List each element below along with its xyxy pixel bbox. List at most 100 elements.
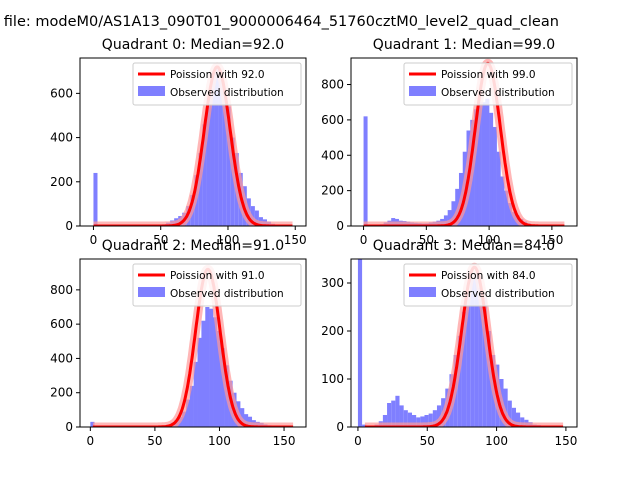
hist-bar (198, 153, 203, 226)
legend-fit-label: Poission with 84.0 (441, 270, 536, 282)
legend: Poission with 92.0 Observed distribution (132, 62, 302, 106)
hist-bar (182, 411, 187, 427)
hist-bar (363, 116, 368, 226)
hist-bar (206, 97, 211, 226)
x-tick-label: 50 (420, 434, 435, 448)
x-tick-label: 0 (87, 434, 95, 448)
legend-hist-label: Observed distribution (170, 288, 284, 300)
chart-panel-0: 0 50 100 150 0 200 400 600 Quadrant 0: Median=92… (50, 37, 307, 247)
y-tick-label: 600 (50, 86, 73, 100)
hist-bar (189, 385, 194, 427)
y-tick-label: 0 (65, 219, 73, 233)
hist-bar (193, 361, 198, 427)
legend-box (132, 263, 302, 307)
chart-panel-3: 0 50 100 150 0 100 200 300 Quadrant 3: Median=84… (321, 238, 578, 448)
legend-fit-label: Poission with 91.0 (170, 270, 265, 282)
y-tick-label: 200 (321, 324, 344, 338)
hist-bar (507, 203, 512, 226)
hist-bar (412, 415, 417, 427)
y-tick-label: 600 (50, 317, 73, 331)
hist-bar (362, 424, 367, 427)
y-tick-label: 0 (336, 420, 344, 434)
hist-bar (209, 308, 214, 427)
x-tick-label: 50 (419, 233, 434, 247)
hist-bar (93, 172, 98, 226)
hist-bar (482, 297, 487, 427)
x-tick-label: 0 (354, 434, 362, 448)
hist-bar (201, 320, 206, 427)
hist-bar (185, 399, 191, 427)
hist-bar (424, 415, 429, 427)
hist-bar (205, 307, 210, 427)
y-tick-label: 600 (321, 113, 344, 127)
x-tick-label: 0 (90, 233, 98, 247)
x-tick-label: 100 (478, 233, 501, 247)
hist-bar (500, 176, 505, 226)
hist-bar (230, 137, 235, 226)
y-tick-label: 200 (50, 386, 73, 400)
y-tick-label: 300 (321, 276, 344, 290)
y-tick-label: 400 (50, 351, 73, 365)
hist-bar (520, 417, 525, 427)
x-tick-label: 150 (284, 233, 307, 247)
y-tick-label: 800 (50, 283, 73, 297)
hist-bar (247, 416, 253, 427)
hist-bar (447, 210, 452, 226)
legend-fit-label: Poission with 92.0 (170, 69, 265, 81)
hist-bar (416, 417, 421, 427)
hist-bar (403, 410, 408, 427)
y-tick-label: 800 (321, 78, 344, 92)
plot-area (357, 259, 567, 427)
hist-bar (489, 112, 494, 226)
fit-curve (92, 267, 294, 427)
figure-title: n file: modeM0/AS1A13_090T01_9000006464_… (0, 14, 559, 30)
hist-bar (504, 190, 509, 226)
hist-bar (470, 278, 475, 427)
hist-bar (226, 106, 231, 226)
hist-bar (382, 415, 388, 427)
x-tick-label: 100 (217, 233, 240, 247)
hist-bar (90, 421, 95, 427)
hist-bar (481, 102, 486, 226)
hist-bar (357, 259, 363, 427)
x-tick-label: 150 (540, 233, 563, 247)
legend-hist-swatch (409, 287, 436, 297)
legend: Poission with 84.0 Observed distribution (403, 263, 573, 307)
legend-hist-label: Observed distribution (441, 87, 555, 99)
hist-bar (391, 400, 396, 427)
hist-bar (457, 335, 462, 427)
hist-bar (214, 66, 219, 226)
hist-bar (407, 412, 413, 427)
hist-bar (507, 400, 512, 427)
hist-bar (395, 395, 400, 427)
x-tick-label: 100 (485, 434, 508, 448)
y-tick-label: 200 (321, 184, 344, 198)
x-tick-label: 0 (360, 233, 368, 247)
hist-bar (474, 275, 479, 427)
hist-bar (511, 407, 516, 427)
legend-box (132, 62, 302, 106)
hist-bar (485, 98, 490, 226)
hist-bar (202, 124, 207, 226)
hist-bar (387, 403, 392, 427)
hist-bar (254, 210, 259, 226)
chart-panel-1: 0 50 100 150 0 200 400 600 800 Quadrant 1: Median… (321, 37, 578, 247)
hist-bar (461, 311, 467, 427)
panel-title: Quadrant 2: Median=91.0 (102, 238, 284, 254)
hist-bar (492, 126, 497, 226)
plot-area (89, 62, 297, 226)
hist-bar (432, 410, 437, 427)
plot-area (89, 264, 297, 427)
hist-bar (399, 405, 404, 427)
hist-bar (503, 388, 508, 427)
hist-bar (428, 413, 433, 427)
y-tick-label: 400 (321, 148, 344, 162)
legend-box (403, 263, 573, 307)
hist-bar (222, 88, 227, 226)
legend-fit-label: Poission with 99.0 (441, 69, 536, 81)
hist-bar (436, 405, 442, 427)
y-tick-label: 0 (65, 420, 73, 434)
hist-bar (420, 416, 425, 427)
hist-bar (511, 211, 516, 226)
